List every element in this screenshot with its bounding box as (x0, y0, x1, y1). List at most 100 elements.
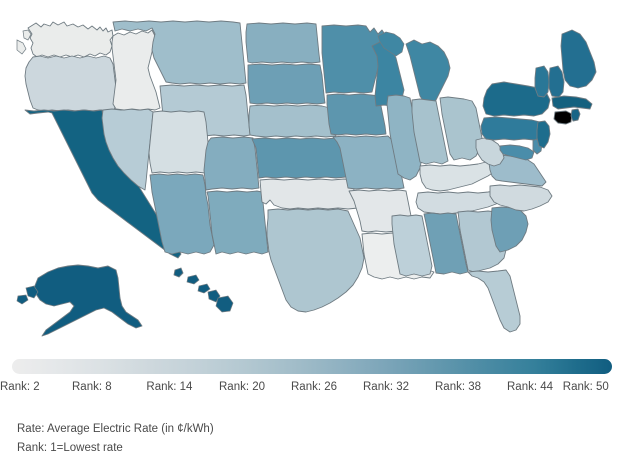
state-pa[interactable]: Pennsylvania — Rank: 42 (480, 116, 543, 141)
state-shape-wa[interactable]: Washington — Rank: 3 (27, 21, 114, 58)
footnotes: Rate: Average Electric Rate (in ¢/kWh) R… (17, 420, 607, 458)
legend-tick-32: Rank: 32 (363, 381, 410, 393)
state-shape-nm[interactable]: New Mexico — Rank: 32 (206, 190, 269, 255)
state-ok[interactable]: Oklahoma — Rank: 6 (259, 178, 359, 210)
state-shape-hi[interactable]: Hawaii — Rank: 50 (197, 283, 211, 294)
state-or[interactable]: Oregon — Rank: 13 (24, 55, 118, 112)
state-ma[interactable]: Massachusetts — Rank: 48 (551, 95, 593, 110)
state-shape-ct[interactable]: Connecticut — Rank: 48 (553, 110, 573, 125)
state-tx[interactable]: Texas — Rank: 22 (266, 208, 365, 313)
color-scale-legend (12, 359, 612, 374)
state-shape-wa[interactable]: Washington — Rank: 3 (16, 39, 27, 55)
state-ks[interactable]: Kansas — Rank: 36 (251, 137, 347, 179)
state-shape-ak[interactable]: Alaska — Rank: 50 (33, 264, 143, 337)
state-shape-me[interactable]: Maine — Rank: 44 (560, 29, 597, 89)
us-choropleth-map: Washington — Rank: 3Washington — Rank: 3… (16, 20, 597, 337)
state-shape-or[interactable]: Oregon — Rank: 13 (24, 55, 118, 112)
state-shape-mn[interactable]: Minnesota — Rank: 37 (321, 24, 387, 94)
footnote-rate: Rate: Average Electric Rate (in ¢/kWh) (17, 423, 214, 435)
state-shape-ut[interactable]: Utah — Rank: 10 (148, 110, 212, 174)
state-mo[interactable]: Missouri — Rank: 29 (332, 135, 405, 190)
footnote-rank: Rank: 1=Lowest rate (17, 442, 123, 454)
state-mn[interactable]: Minnesota — Rank: 37 (321, 24, 387, 94)
state-shape-ok[interactable]: Oklahoma — Rank: 6 (259, 178, 359, 210)
state-md[interactable]: Maryland — Rank: 38 (499, 144, 535, 161)
state-nd[interactable]: North Dakota — Rank: 30 (245, 22, 321, 64)
state-shape-nh[interactable]: New Hampshire — Rank: 44 (548, 65, 565, 98)
state-nj[interactable]: New Jersey — Rank: 45 (536, 120, 551, 149)
state-shape-ak[interactable]: Alaska — Rank: 50 (16, 294, 29, 305)
state-hi[interactable]: Hawaii — Rank: 50Hawaii — Rank: 50Hawaii… (173, 267, 234, 313)
state-shape-oh[interactable]: Ohio — Rank: 24 (439, 96, 483, 161)
state-shape-ne[interactable]: Nebraska — Rank: 26 (248, 104, 337, 138)
state-ia[interactable]: Iowa — Rank: 34 (326, 93, 387, 136)
state-az[interactable]: Arizona — Rank: 33 (149, 173, 215, 255)
state-shape-sd[interactable]: South Dakota — Rank: 35 (247, 63, 326, 105)
state-shape-ak[interactable]: Alaska — Rank: 50 (25, 285, 39, 299)
state-shape-ky[interactable]: Kentucky — Rank: 9 (419, 161, 495, 192)
state-shape-nj[interactable]: New Jersey — Rank: 45 (536, 120, 551, 149)
state-shape-nc[interactable]: North Carolina — Rank: 12 (489, 184, 553, 212)
state-shape-fl[interactable]: Florida — Rank: 19 (467, 269, 521, 333)
state-shape-co[interactable]: Colorado — Rank: 31 (203, 136, 260, 191)
state-shape-ia[interactable]: Iowa — Rank: 34 (326, 93, 387, 136)
state-shape-pa[interactable]: Pennsylvania — Rank: 42 (480, 116, 543, 141)
state-shape-ri[interactable]: Rhode Island — Rank: 47 (570, 108, 581, 122)
state-shape-mo[interactable]: Missouri — Rank: 29 (332, 135, 405, 190)
state-id[interactable]: Idaho — Rank: 2 (111, 29, 161, 111)
state-shape-nd[interactable]: North Dakota — Rank: 30 (245, 22, 321, 64)
state-ms[interactable]: Mississippi — Rank: 18 (391, 214, 433, 277)
state-shape-tx[interactable]: Texas — Rank: 22 (266, 208, 365, 313)
state-ny[interactable]: New York — Rank: 46 (482, 81, 551, 117)
legend-tick-20: Rank: 20 (219, 381, 266, 393)
state-mi[interactable]: Michigan — Rank: 40Michigan — Rank: 40 (377, 31, 451, 105)
state-shape-md[interactable]: Maryland — Rank: 38 (499, 144, 535, 161)
legend-tick-26: Rank: 26 (291, 381, 338, 393)
state-shape-hi[interactable]: Hawaii — Rank: 50 (215, 295, 234, 313)
state-me[interactable]: Maine — Rank: 44 (560, 29, 597, 89)
state-nc[interactable]: North Carolina — Rank: 12 (489, 184, 553, 212)
state-shape-ny[interactable]: New York — Rank: 46 (482, 81, 551, 117)
state-shape-id[interactable]: Idaho — Rank: 2 (111, 29, 161, 111)
state-ne[interactable]: Nebraska — Rank: 26 (248, 104, 337, 138)
state-nh[interactable]: New Hampshire — Rank: 44 (548, 65, 565, 98)
state-shape-mi[interactable]: Michigan — Rank: 40 (405, 39, 451, 105)
state-shape-ms[interactable]: Mississippi — Rank: 18 (391, 214, 433, 277)
state-ak[interactable]: Alaska — Rank: 50Alaska — Rank: 50Alaska… (16, 264, 143, 337)
state-ut[interactable]: Utah — Rank: 10 (148, 110, 212, 174)
state-ri[interactable]: Rhode Island — Rank: 47 (570, 108, 581, 122)
state-shape-vt[interactable]: Vermont — Rank: 43 (534, 65, 550, 98)
state-shape-mi[interactable]: Michigan — Rank: 40 (377, 31, 405, 57)
legend-tick-44: Rank: 44 (507, 381, 554, 393)
state-fl[interactable]: Florida — Rank: 19 (467, 269, 521, 333)
state-vt[interactable]: Vermont — Rank: 43 (534, 65, 550, 98)
legend-tick-8: Rank: 8 (72, 381, 112, 393)
state-oh[interactable]: Ohio — Rank: 24 (439, 96, 483, 161)
state-shape-sc[interactable]: South Carolina — Rank: 33 (490, 206, 529, 253)
state-shape-hi[interactable]: Hawaii — Rank: 50 (173, 267, 184, 278)
legend-tick-38: Rank: 38 (435, 381, 482, 393)
states-layer: Washington — Rank: 3Washington — Rank: 3… (16, 20, 597, 337)
legend-tick-50: Rank: 50 (562, 381, 609, 393)
state-shape-hi[interactable]: Hawaii — Rank: 50 (186, 274, 200, 285)
state-sd[interactable]: South Dakota — Rank: 35 (247, 63, 326, 105)
map-svg: Washington — Rank: 3Washington — Rank: 3… (16, 20, 597, 337)
state-wv[interactable]: West Virginia — Rank: 14 (475, 137, 505, 167)
state-co[interactable]: Colorado — Rank: 31 (203, 136, 260, 191)
state-shape-in[interactable]: Indiana — Rank: 25 (411, 98, 449, 165)
legend-tick-14: Rank: 14 (146, 381, 193, 393)
state-shape-az[interactable]: Arizona — Rank: 33 (149, 173, 215, 255)
legend-tick-2: Rank: 2 (0, 381, 40, 393)
state-nm[interactable]: New Mexico — Rank: 32 (206, 190, 269, 255)
state-ky[interactable]: Kentucky — Rank: 9 (419, 161, 495, 192)
state-mt[interactable]: Montana — Rank: 27 (112, 20, 247, 85)
state-shape-ks[interactable]: Kansas — Rank: 36 (251, 137, 347, 179)
state-sc[interactable]: South Carolina — Rank: 33 (490, 206, 529, 253)
state-shape-mt[interactable]: Montana — Rank: 27 (112, 20, 247, 85)
state-shape-ma[interactable]: Massachusetts — Rank: 48 (551, 95, 593, 110)
state-wa[interactable]: Washington — Rank: 3Washington — Rank: 3… (16, 21, 114, 58)
state-in[interactable]: Indiana — Rank: 25 (411, 98, 449, 165)
state-ct[interactable]: Connecticut — Rank: 48 (553, 110, 573, 125)
state-shape-wa[interactable]: Washington — Rank: 3 (22, 29, 32, 41)
state-shape-wv[interactable]: West Virginia — Rank: 14 (475, 137, 505, 167)
